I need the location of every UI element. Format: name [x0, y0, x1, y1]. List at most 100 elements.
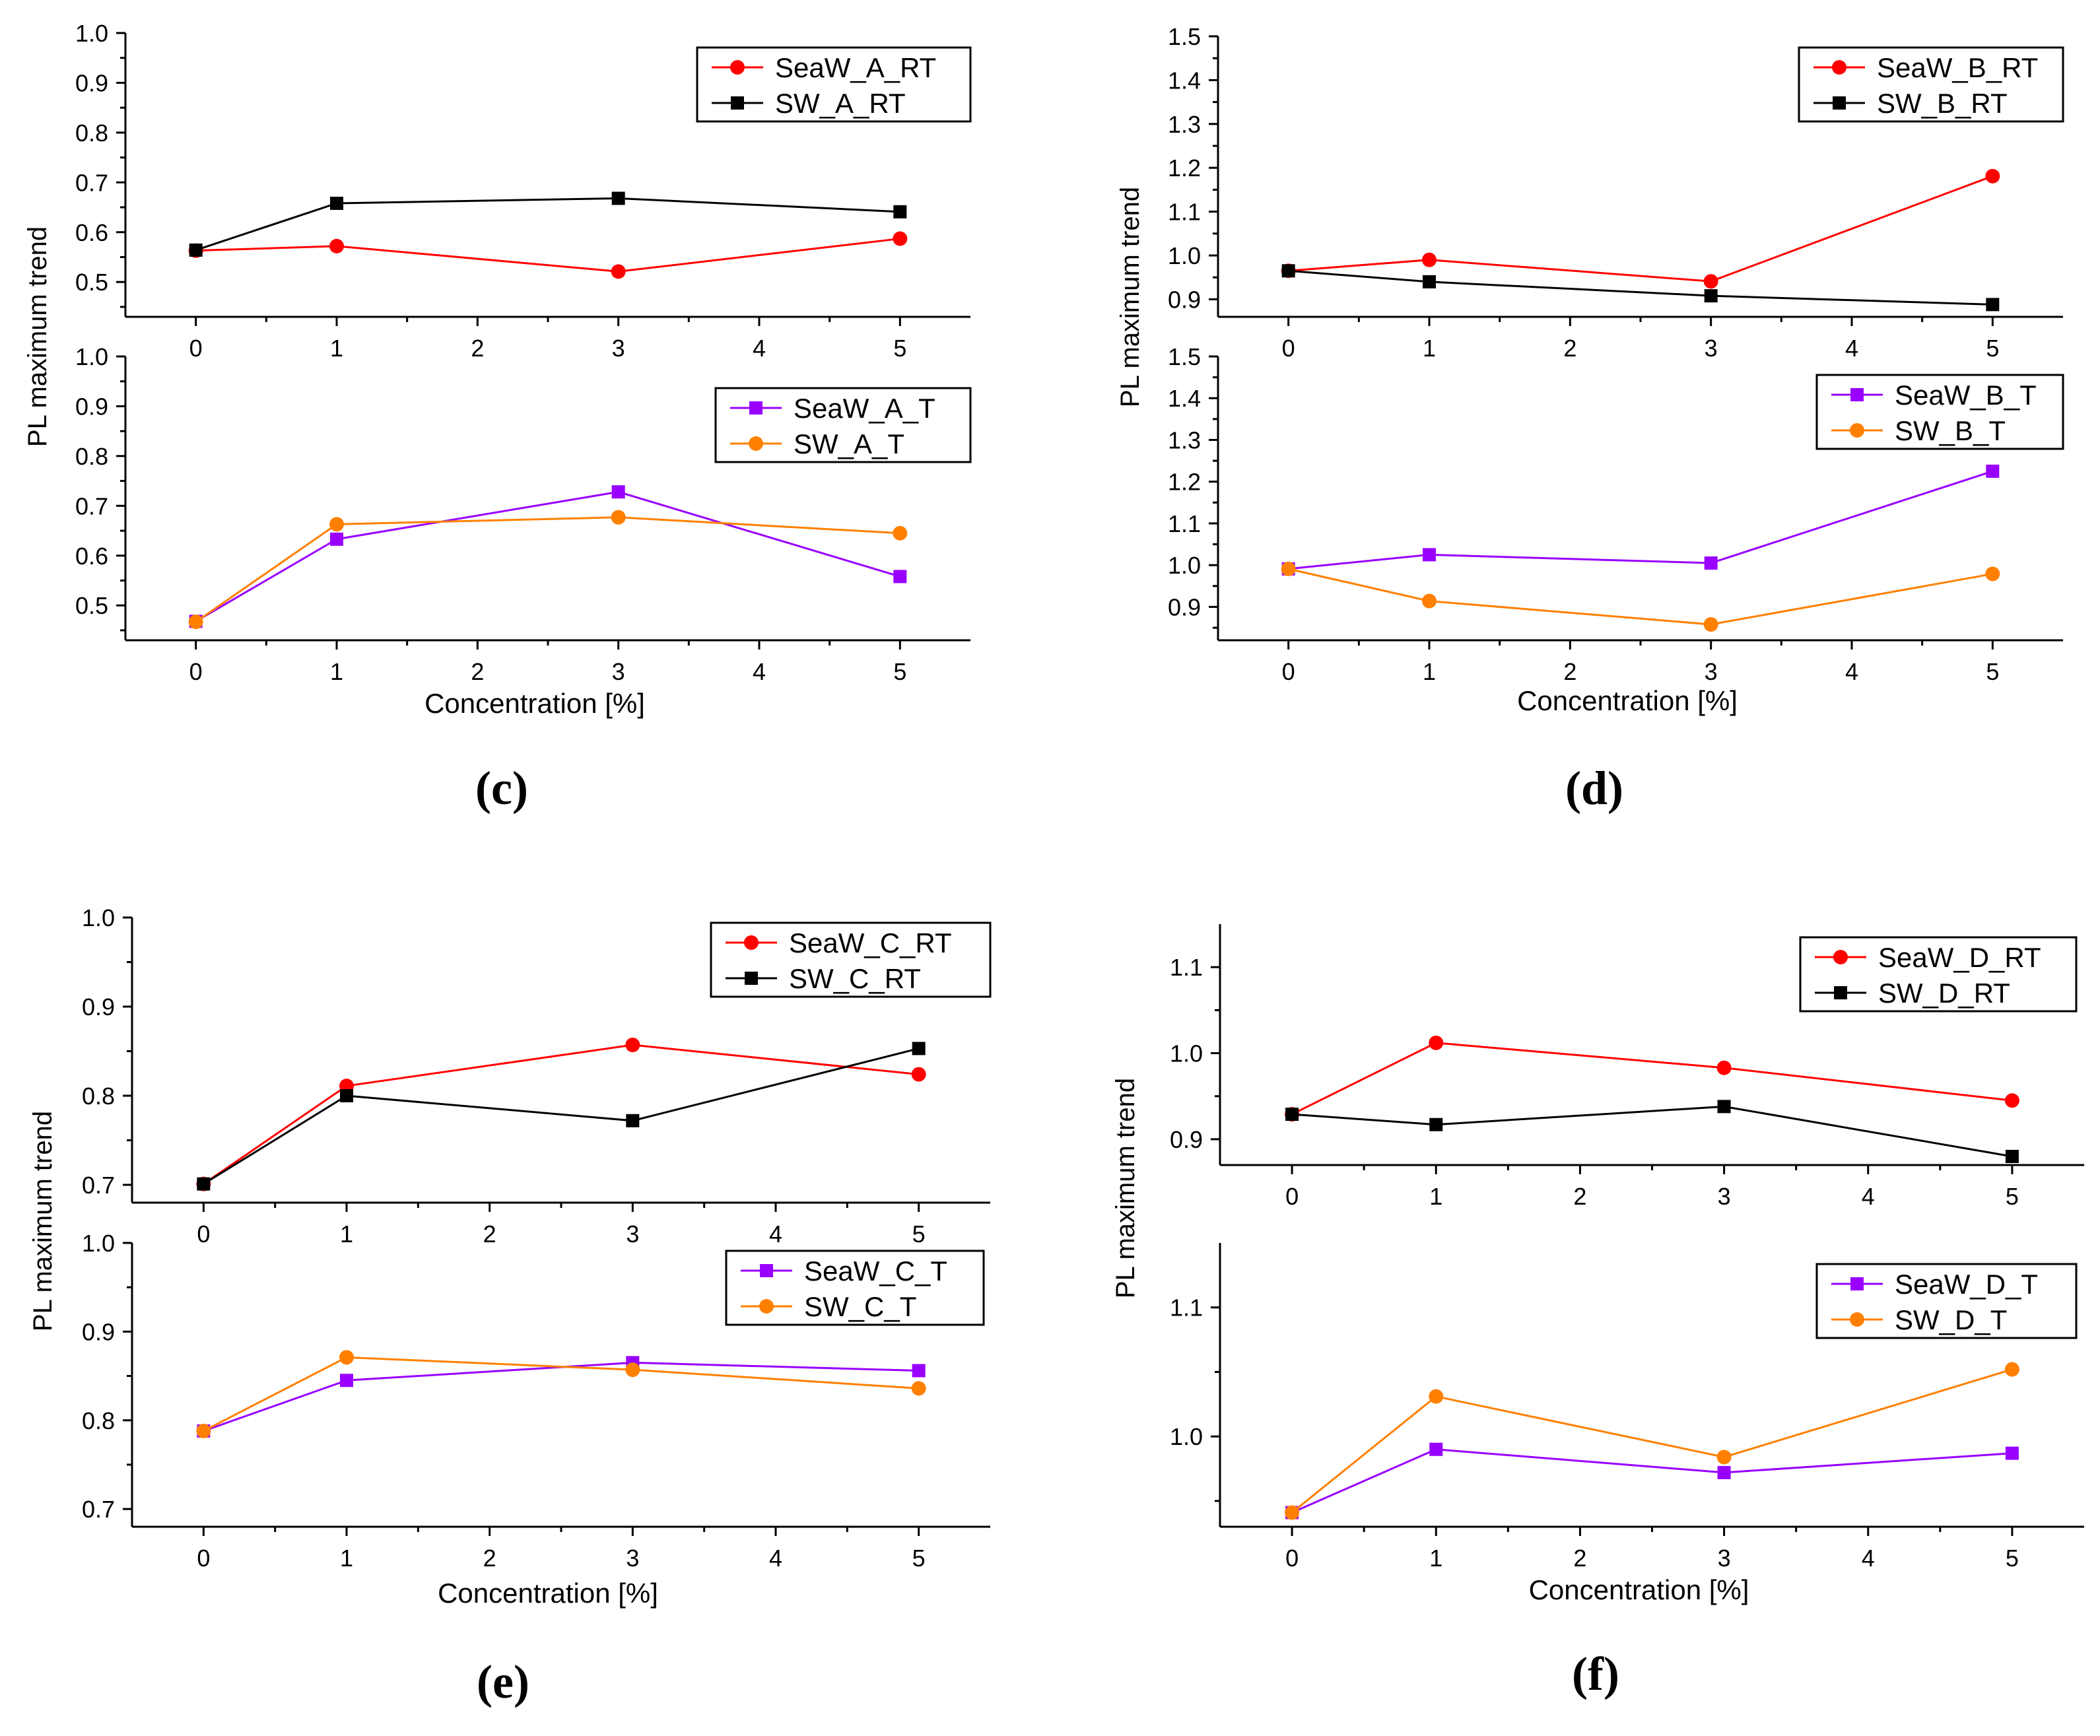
data-point: [1716, 1060, 1732, 1075]
data-point: [611, 191, 625, 205]
x-tick-label: 3: [1705, 658, 1718, 685]
legend: SeaW_B_T SW_B_T: [1815, 374, 2064, 450]
x-tick-label: 0: [197, 1220, 210, 1248]
y-tick-label: 1.0: [82, 904, 115, 931]
legend-marker: [1850, 388, 1864, 401]
x-tick-label: 0: [1282, 335, 1295, 362]
data-point: [1429, 1118, 1443, 1131]
x-tick-label: 0: [1282, 658, 1295, 685]
data-point: [1986, 298, 2000, 312]
panel-label: (f): [1572, 1648, 1619, 1700]
y-tick-label: 1.0: [1168, 242, 1201, 269]
legend: SeaW_C_T SW_C_T: [725, 1250, 985, 1326]
y-tick-label: 0.5: [75, 269, 108, 296]
series-line-SeaW_B_RT: [1288, 175, 1993, 283]
y-tick-label: 0.9: [75, 69, 108, 96]
data-point: [1429, 1442, 1443, 1456]
legend-marker: [744, 935, 759, 950]
y-tick-label: 0.8: [82, 1407, 115, 1434]
y-tick-label: 1.4: [1168, 67, 1201, 94]
x-tick-label: 1: [330, 658, 343, 685]
series-line-SeaW_D_T: [1291, 1448, 2013, 1514]
y-tick-label: 0.8: [75, 443, 108, 470]
legend-label: SeaW_A_T: [794, 393, 935, 424]
y-tick-label: 1.1: [1168, 199, 1201, 226]
legend-label: SeaW_D_RT: [1878, 942, 2041, 973]
series-line-SW_B_RT: [1288, 269, 1993, 306]
y-tick-label: 0.7: [75, 492, 108, 519]
data-point: [912, 1364, 926, 1378]
series-line-SeaW_D_RT: [1291, 1042, 2013, 1116]
y-tick-label: 0.9: [1170, 1126, 1203, 1153]
legend: SeaW_D_T SW_D_T: [1815, 1263, 2078, 1339]
series-line-SW_A_RT: [195, 197, 900, 251]
y-tick-label: 0.8: [75, 119, 108, 147]
data-point: [1717, 1465, 1731, 1479]
y-tick-label: 1.0: [1170, 1423, 1203, 1450]
legend: SeaW_C_RT SW_C_RT: [710, 921, 992, 998]
x-tick-label: 2: [471, 658, 484, 685]
legend-marker: [1834, 986, 1847, 999]
data-point: [2005, 1446, 2019, 1460]
x-tick-label: 4: [1862, 1183, 1875, 1210]
legend-marker: [1833, 950, 1848, 964]
x-tick-label: 0: [1285, 1545, 1299, 1572]
data-point: [1985, 168, 2000, 184]
series-line-SeaW_C_T: [203, 1361, 919, 1432]
x-axis-label: Concentration [%]: [424, 688, 645, 719]
y-axis-label: PL maximum trend: [23, 226, 52, 447]
legend-box: [710, 921, 992, 998]
panel-label: (c): [475, 762, 528, 815]
y-tick-label: 0.7: [75, 169, 108, 196]
data-point: [329, 517, 344, 532]
data-point: [197, 1177, 211, 1191]
data-point: [893, 525, 908, 541]
y-tick-label: 1.1: [1168, 510, 1201, 537]
y-tick-label: 1.0: [82, 1230, 115, 1257]
data-point: [189, 243, 203, 257]
data-point: [1285, 1505, 1300, 1520]
legend-marker: [759, 1299, 774, 1314]
data-point: [1704, 556, 1718, 570]
data-point: [1429, 1035, 1444, 1050]
data-point: [339, 1350, 354, 1365]
y-tick-label: 1.2: [1168, 154, 1201, 182]
y-tick-label: 1.5: [1168, 343, 1201, 370]
subplot-1: 0.7 0.8 0.9 1.0 0 1 2 3 4 5 SeaW_C_T SW_C_T: [82, 1230, 990, 1572]
y-tick-label: 0.9: [82, 1318, 115, 1345]
data-point: [625, 1362, 640, 1378]
x-tick-label: 0: [197, 1545, 210, 1572]
subplot-0: 0.9 1.0 1.1 1.2 1.3 1.4 1.5 0 1 2 3 4 5 SeaW_B_RT SW_B…: [1168, 23, 2064, 362]
y-tick-label: 0.9: [82, 993, 115, 1020]
y-axis-label: PL maximum trend: [1111, 1078, 1140, 1298]
series-line-SW_D_RT: [1291, 1105, 2013, 1158]
series-line-SW_C_T: [203, 1356, 919, 1432]
series-line-SeaW_A_T: [195, 490, 900, 622]
x-tick-label: 1: [1429, 1183, 1442, 1210]
legend-marker: [749, 436, 763, 451]
legend-marker: [1850, 423, 1864, 438]
data-point: [1281, 561, 1296, 576]
x-tick-label: 2: [1563, 335, 1576, 362]
series-line-SeaW_C_RT: [203, 1044, 919, 1185]
x-tick-label: 3: [1718, 1183, 1731, 1210]
data-point: [340, 1374, 353, 1387]
data-point: [1703, 274, 1718, 289]
y-tick-label: 1.0: [75, 343, 108, 370]
legend-marker: [1850, 1277, 1864, 1290]
legend: SeaW_A_T SW_A_T: [714, 387, 972, 463]
subplot-0: 0.5 0.6 0.7 0.8 0.9 1.0 0 1 2 3 4 5 SeaW_A_RT SW_A_RT: [75, 20, 972, 362]
legend-label: SW_B_T: [1895, 415, 2006, 446]
legend-label: SeaW_A_RT: [775, 52, 936, 83]
data-point: [2004, 1362, 2019, 1377]
series-line-SW_B_T: [1288, 568, 1993, 626]
x-tick-label: 4: [1862, 1545, 1875, 1572]
legend-marker: [731, 96, 744, 110]
y-tick-label: 0.6: [75, 543, 108, 570]
data-point: [329, 238, 344, 253]
x-tick-label: 5: [2006, 1183, 2019, 1210]
data-point: [196, 1423, 211, 1438]
x-tick-label: 1: [340, 1545, 353, 1572]
data-point: [1986, 464, 2000, 478]
legend-label: SW_A_T: [794, 428, 904, 459]
